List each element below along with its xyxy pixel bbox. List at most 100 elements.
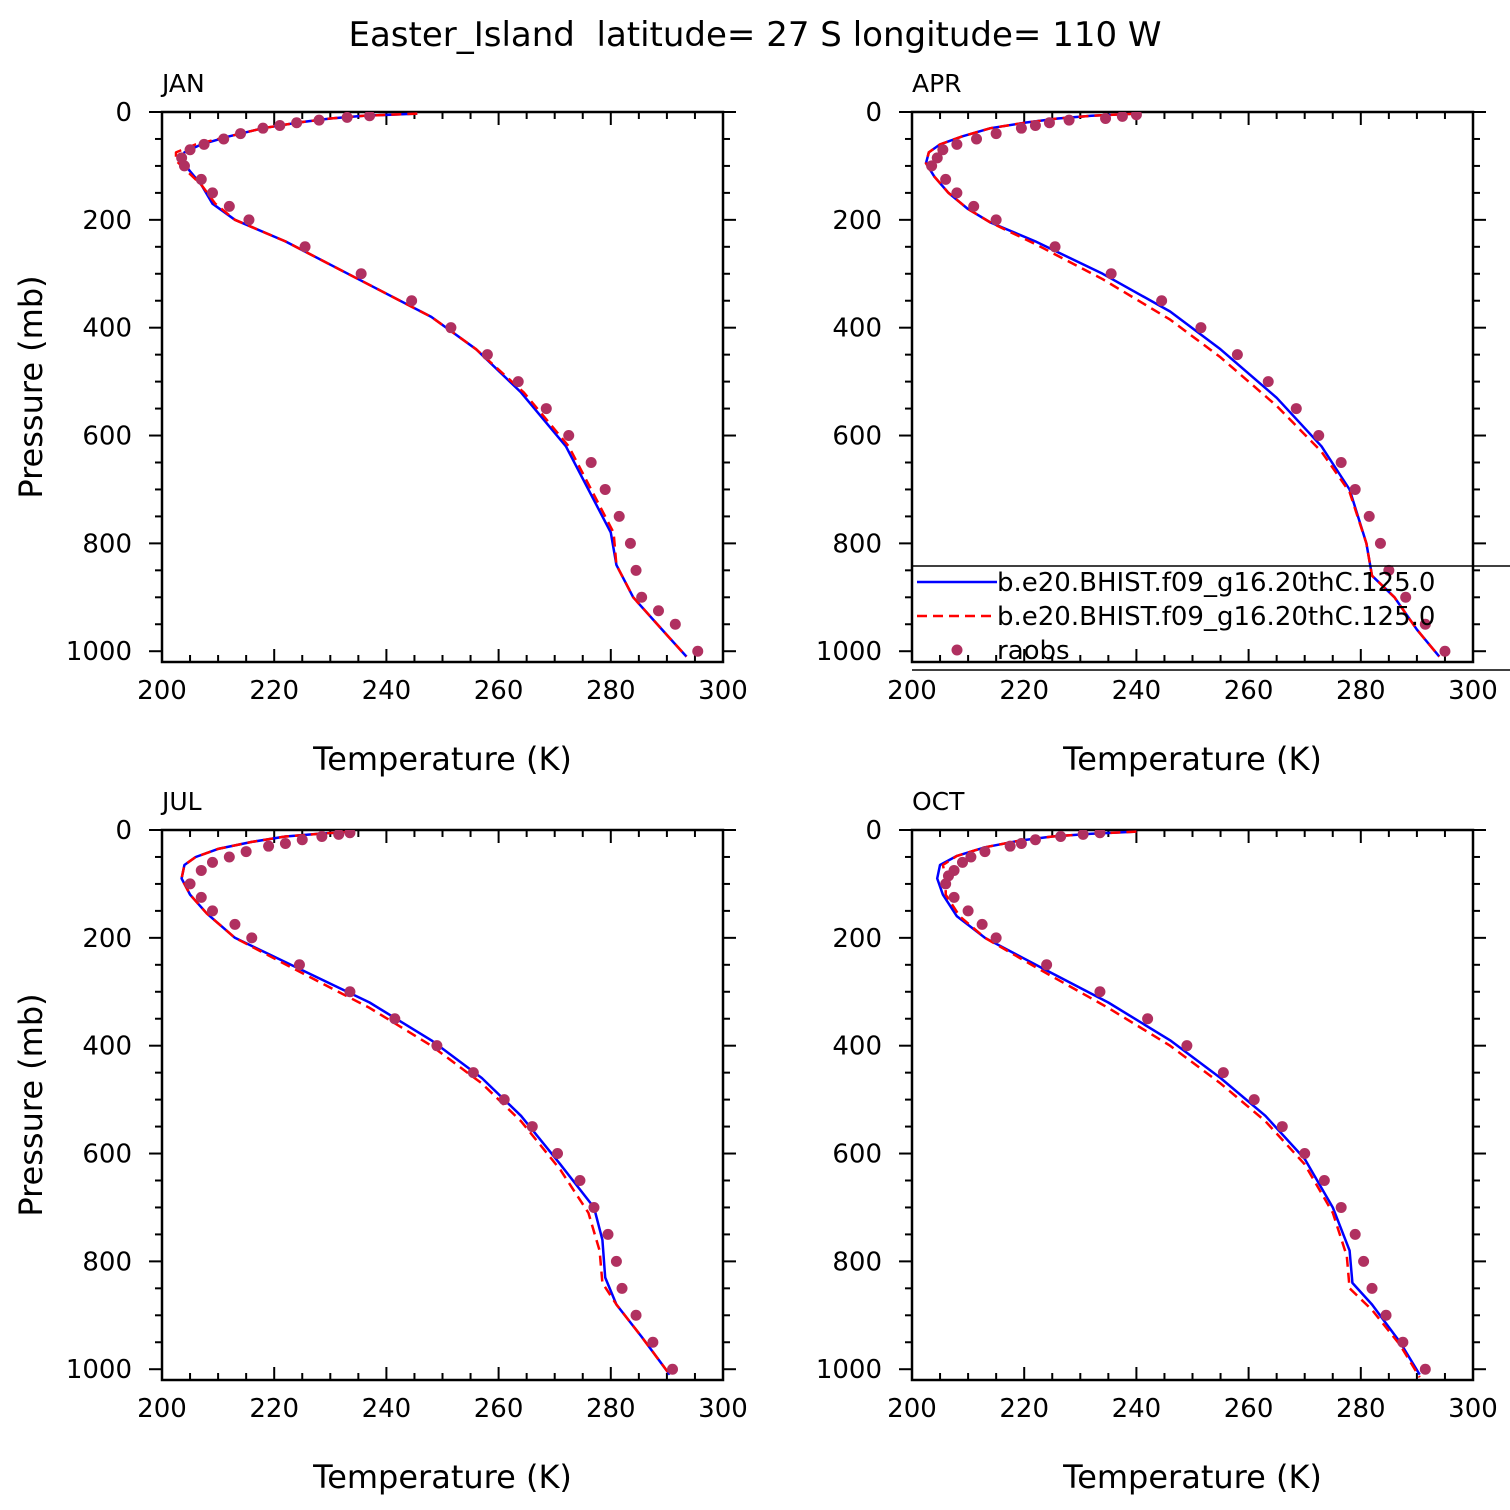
raobs-point	[1105, 268, 1117, 280]
raobs-point	[630, 564, 642, 576]
raobs-point	[990, 932, 1002, 944]
raobs-point	[364, 112, 376, 122]
raobs-point	[1029, 834, 1041, 846]
plot-frame	[910, 828, 1475, 1382]
raobs-point	[243, 214, 255, 226]
raobs-point	[1262, 376, 1274, 388]
series-raobs	[184, 830, 679, 1375]
raobs-point	[1094, 830, 1106, 839]
x-tick-label: 240	[362, 1394, 412, 1424]
legend-marker	[951, 644, 963, 656]
x-tick-label: 280	[586, 1394, 636, 1424]
y-tick-label: 200	[82, 206, 132, 236]
x-tick-label: 300	[698, 1394, 748, 1424]
y-tick-label: 200	[82, 924, 132, 954]
raobs-point	[223, 200, 235, 212]
series-model-solid-line	[180, 112, 688, 658]
x-axis-label: Temperature (K)	[312, 740, 572, 778]
raobs-point	[257, 122, 269, 134]
raobs-point	[263, 840, 275, 852]
raobs-point	[1248, 1094, 1260, 1106]
raobs-point	[344, 830, 356, 839]
legend-entry: raobs	[951, 636, 1070, 666]
raobs-point	[240, 846, 252, 858]
raobs-point	[293, 959, 305, 971]
raobs-point	[341, 112, 353, 123]
y-tick-label: 800	[82, 1247, 132, 1277]
x-axis-label: Temperature (K)	[1062, 1458, 1322, 1496]
raobs-point	[206, 187, 218, 199]
raobs-point	[291, 117, 303, 129]
raobs-point	[195, 864, 207, 876]
raobs-point	[1335, 456, 1347, 468]
x-tick-label: 220	[249, 1394, 299, 1424]
raobs-point	[968, 200, 980, 212]
legend-label: b.e20.BHIST.f09_g16.20thC.125.0	[997, 568, 1435, 598]
legend-entry: b.e20.BHIST.f09_g16.20thC.125.0	[917, 568, 1435, 598]
raobs-point	[1043, 117, 1055, 129]
raobs-point	[602, 1228, 614, 1240]
y-tick-label: 400	[82, 314, 132, 344]
raobs-point	[1439, 645, 1451, 657]
x-tick-label: 280	[586, 676, 636, 706]
x-tick-label: 200	[137, 676, 187, 706]
y-tick-label: 600	[832, 1140, 882, 1170]
x-tick-label: 240	[1112, 1394, 1162, 1424]
x-tick-label: 240	[362, 676, 412, 706]
legend-entry: b.e20.BHIST.f09_g16.20thC.125.0	[917, 602, 1435, 632]
raobs-point	[206, 856, 218, 868]
raobs-point	[195, 891, 207, 903]
x-tick-label: 260	[1224, 1394, 1274, 1424]
raobs-point	[1217, 1067, 1229, 1079]
raobs-point	[1094, 986, 1106, 998]
plot-area	[174, 112, 704, 658]
raobs-point	[512, 376, 524, 388]
y-tick-label: 0	[115, 816, 132, 846]
raobs-point	[1077, 830, 1089, 840]
raobs-point	[990, 214, 1002, 226]
y-tick-label: 1000	[816, 1355, 882, 1385]
raobs-point	[585, 456, 597, 468]
panels: 200 220 240 260 280 300 0 200 400 600 800 1000 JAN Te…	[12, 69, 1498, 1496]
raobs-point	[481, 349, 493, 361]
raobs-point	[971, 133, 983, 145]
raobs-point	[540, 403, 552, 415]
raobs-point	[931, 152, 943, 164]
y-tick-label: 1000	[66, 637, 132, 667]
raobs-point	[563, 430, 575, 442]
raobs-point	[1130, 112, 1142, 121]
raobs-point	[951, 138, 963, 150]
y-axis-label: Pressure (mb)	[12, 275, 50, 498]
y-tick-label: 200	[832, 206, 882, 236]
raobs-point	[1400, 591, 1412, 603]
raobs-point	[1318, 1174, 1330, 1186]
series-model-dashed-line	[941, 830, 1421, 1378]
raobs-point	[1231, 349, 1243, 361]
raobs-point	[979, 846, 991, 858]
x-tick-label: 280	[1336, 1394, 1386, 1424]
series-model-solid-line	[180, 830, 671, 1376]
y-tick-label: 800	[832, 529, 882, 559]
x-tick-label: 220	[999, 1394, 1049, 1424]
raobs-point	[1156, 295, 1168, 307]
raobs-point	[652, 605, 664, 617]
y-tick-label: 0	[115, 98, 132, 128]
raobs-point	[355, 268, 367, 280]
x-tick-label: 220	[249, 676, 299, 706]
raobs-point	[526, 1121, 538, 1133]
raobs-point	[198, 138, 210, 150]
x-tick-label: 280	[1336, 676, 1386, 706]
raobs-point	[613, 510, 625, 522]
raobs-point	[630, 1309, 642, 1321]
raobs-point	[389, 1013, 401, 1025]
y-tick-label: 1000	[816, 637, 882, 667]
raobs-point	[1015, 837, 1027, 849]
raobs-point	[1397, 1336, 1409, 1348]
raobs-point	[1380, 1309, 1392, 1321]
x-tick-label: 200	[887, 1394, 937, 1424]
y-tick-label: 600	[82, 422, 132, 452]
raobs-point	[406, 295, 418, 307]
raobs-point	[316, 830, 328, 842]
series-model-solid-line	[935, 830, 1421, 1376]
raobs-point	[647, 1336, 659, 1348]
